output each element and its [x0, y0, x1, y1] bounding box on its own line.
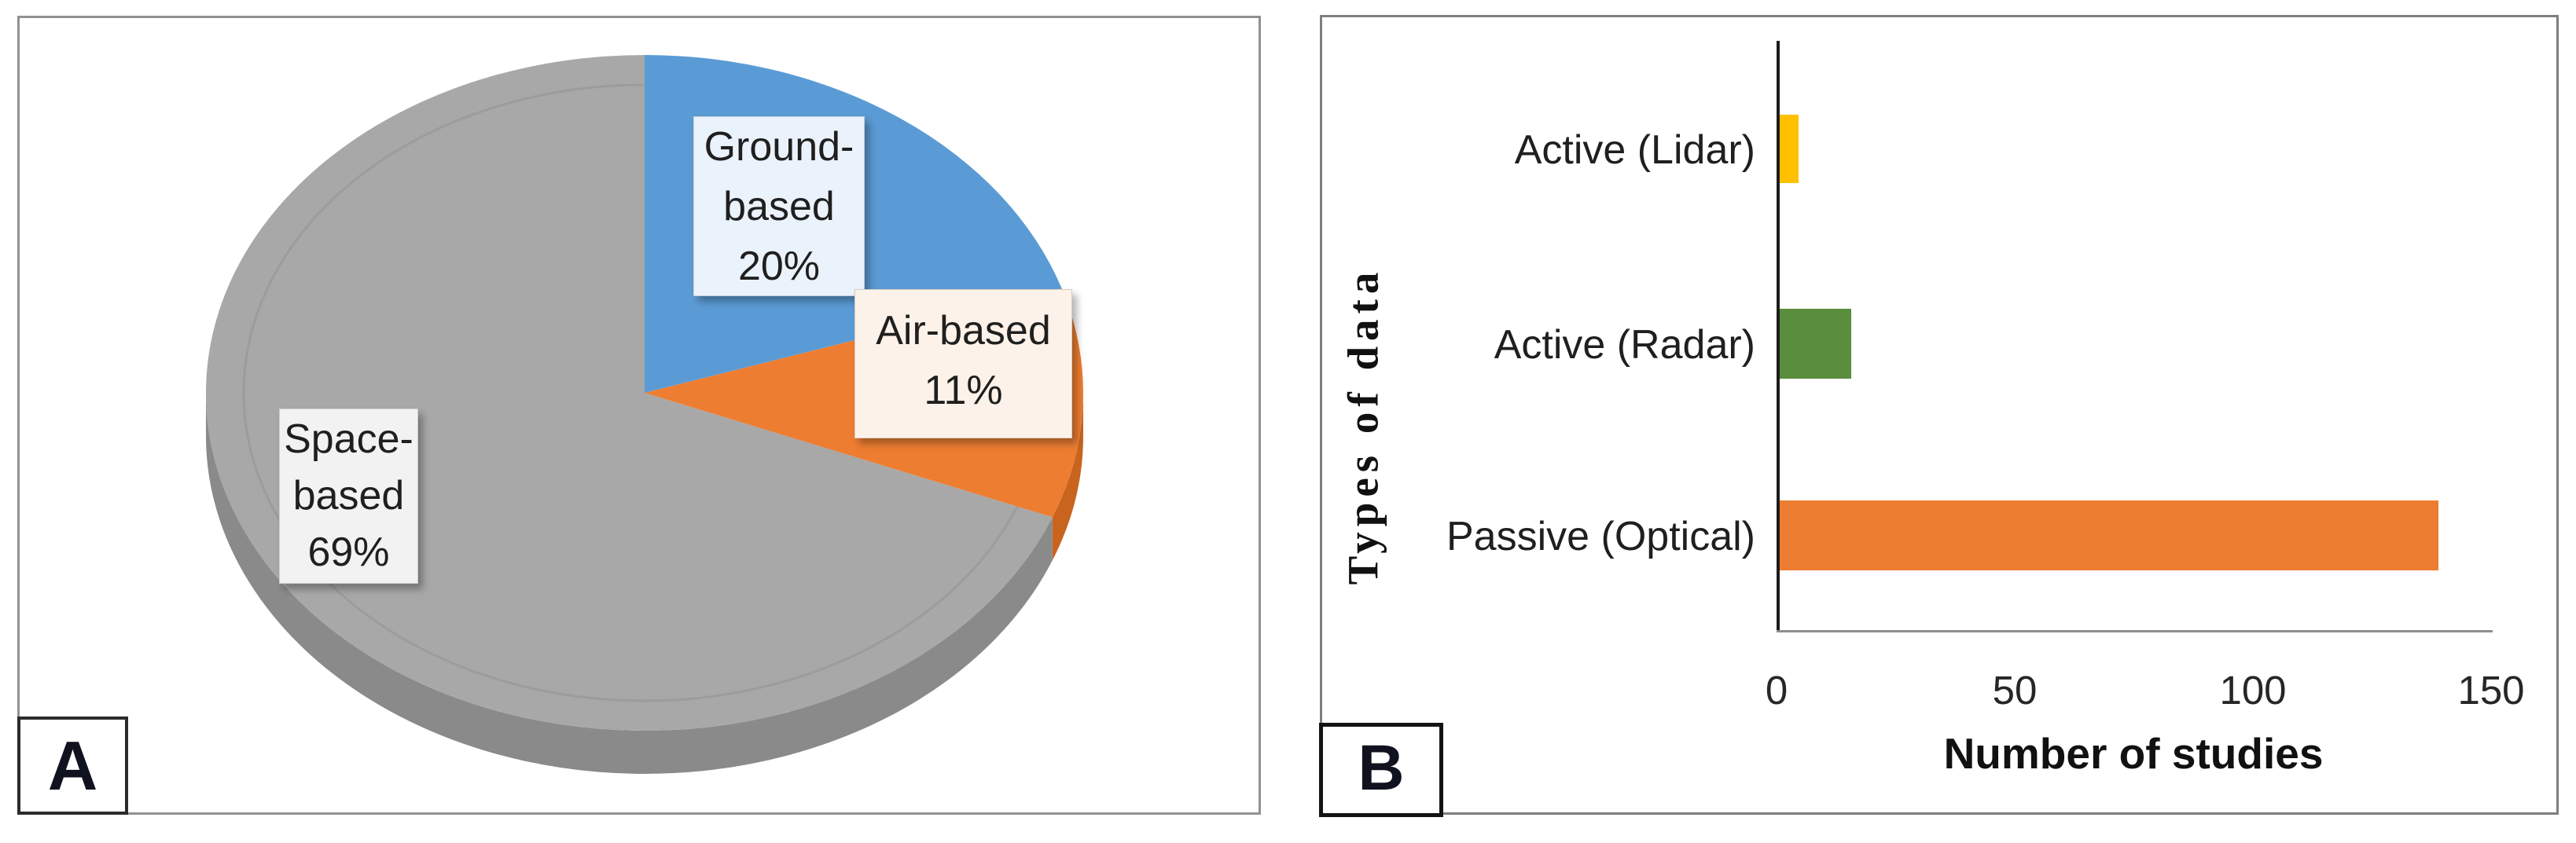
x-axis-title: Number of studies: [1943, 729, 2324, 778]
pie-label-space-based: Space- based 69%: [279, 409, 418, 584]
bar-active-radar: [1780, 309, 1851, 379]
category-label-active-radar: Active (Radar): [1494, 322, 1755, 368]
panel-b: Types of data Active (Lidar) Active (Rad…: [1319, 15, 2559, 817]
pie-side-Air-based: [1052, 393, 1083, 561]
category-label-active-lidar: Active (Lidar): [1514, 127, 1755, 173]
x-tick-50: 50: [1992, 668, 2038, 713]
pie-label-value: 11%: [924, 368, 1003, 413]
x-tick-100: 100: [2219, 668, 2287, 713]
panel-letter-b: B: [1319, 723, 1443, 817]
pie-label-line: Ground-: [704, 124, 854, 170]
bar-passive-optical: [1780, 500, 2438, 570]
x-tick-150: 150: [2457, 668, 2525, 713]
x-tick-0: 0: [1765, 668, 1788, 713]
y-axis-title: Types of data: [1339, 266, 1387, 585]
y-axis-line: [1777, 41, 1780, 632]
x-axis-line: [1777, 630, 2493, 632]
pie-label-line: based: [723, 184, 835, 229]
pie-label-value: 69%: [307, 530, 390, 575]
pie-label-value: 20%: [737, 244, 821, 289]
pie-label-ground-based: Ground- based 20%: [693, 116, 865, 296]
pie-chart: [206, 54, 1084, 774]
pie-label-air-based: Air-based 11%: [854, 289, 1072, 438]
panel-letter-a: A: [17, 717, 128, 815]
bar-active-lidar: [1780, 115, 1799, 183]
panel-letter-a-text: A: [47, 727, 98, 805]
panel-letter-b-text: B: [1358, 732, 1405, 804]
pie-label-line: Space-: [284, 416, 413, 462]
pie-label-line: Air-based: [876, 308, 1051, 354]
panel-a: Ground- based 20% Air-based 11% Space- b…: [17, 16, 1261, 815]
pie-label-line: based: [292, 473, 405, 519]
category-label-passive-optical: Passive (Optical): [1446, 514, 1755, 559]
